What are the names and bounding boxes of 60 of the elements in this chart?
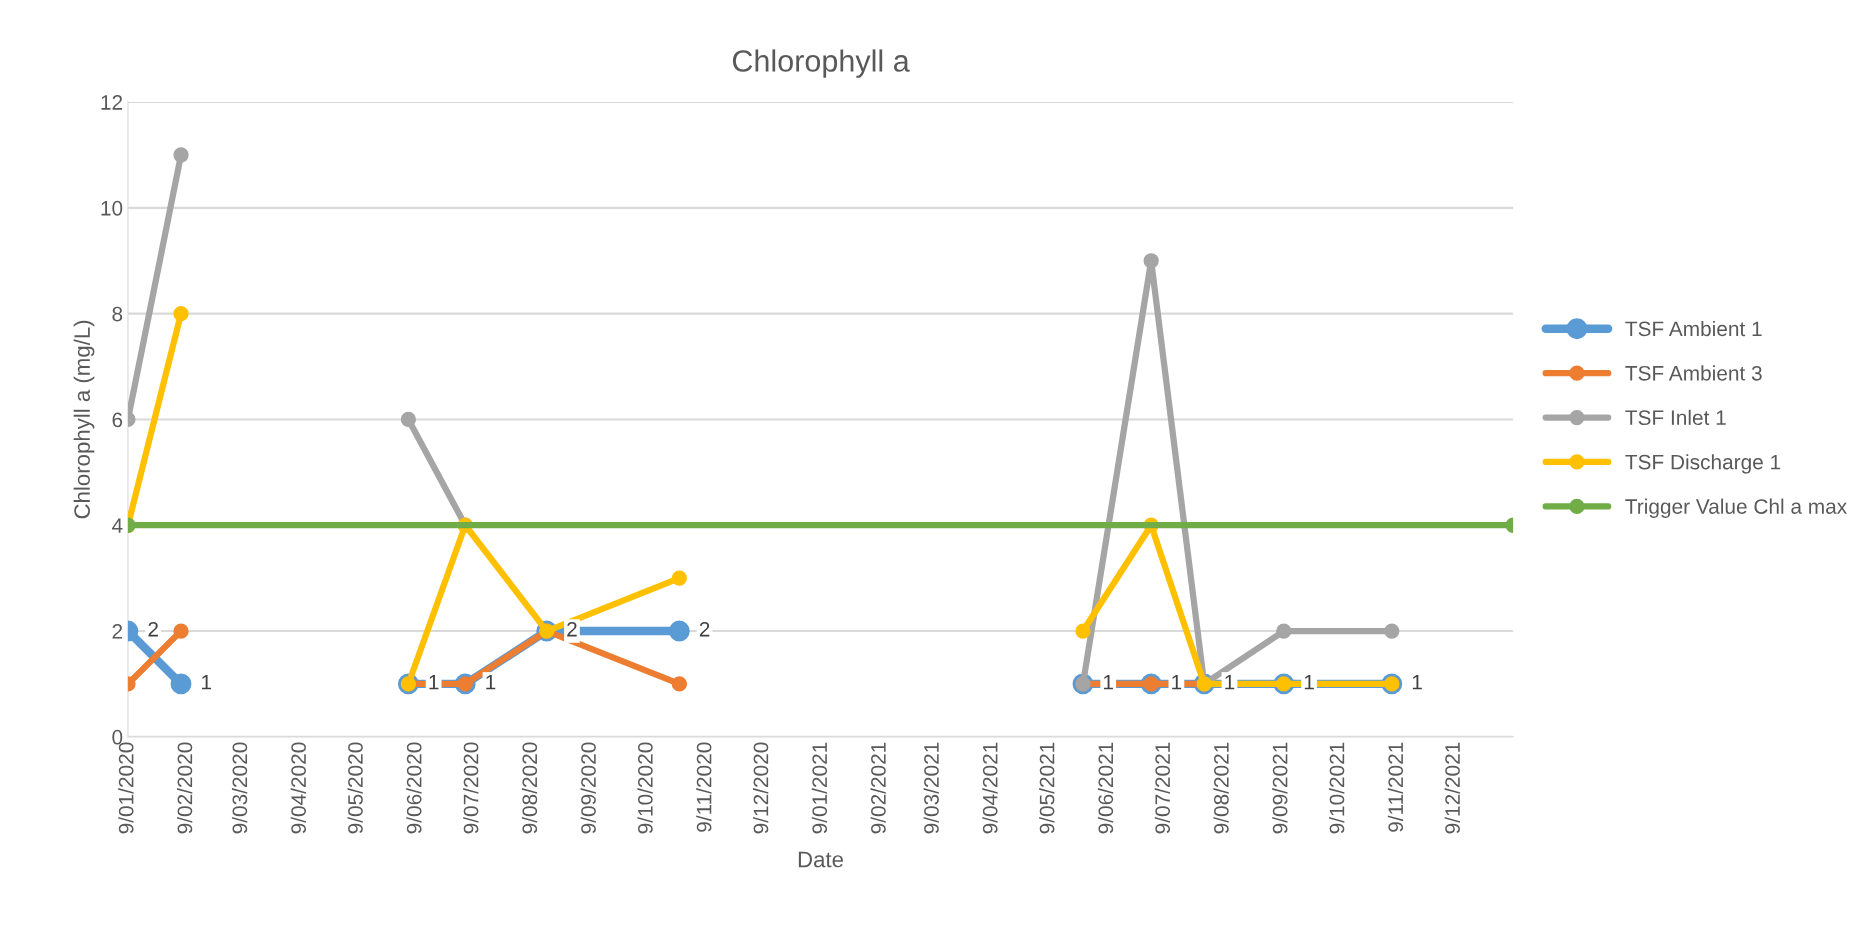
legend-label: TSF Ambient 3 <box>1625 365 1762 381</box>
x-tick-label: 9/03/2021 <box>923 742 939 834</box>
point <box>671 676 687 692</box>
x-tick-label: 9/09/2020 <box>580 742 596 834</box>
x-tick-label: 9/02/2020 <box>176 742 193 834</box>
data-label: 1 <box>1172 674 1182 690</box>
x-tick-label: 9/12/2021 <box>1444 742 1460 834</box>
y-tick-label: 10 <box>101 200 123 216</box>
point <box>1384 623 1400 639</box>
legend-label: TSF Inlet 1 <box>1625 409 1726 426</box>
point <box>400 411 417 428</box>
data-label: 1 <box>1103 674 1113 690</box>
legend-label: Trigger Value Chl a max <box>1625 498 1847 519</box>
point <box>1075 623 1091 639</box>
data-label: 1 <box>1304 674 1314 690</box>
x-tick-label: 9/05/2020 <box>347 742 363 834</box>
x-tick-label: 9/06/2021 <box>1097 742 1114 834</box>
data-label: 1 <box>202 674 212 690</box>
x-tick-label: 9/05/2021 <box>1039 742 1055 834</box>
data-label: 2 <box>148 621 158 637</box>
x-tick-label: 9/06/2020 <box>406 742 422 834</box>
x-tick-label: 9/01/2021 <box>811 742 828 834</box>
data-label: 1 <box>1225 674 1235 690</box>
x-tick-label: 9/11/2021 <box>1387 742 1404 832</box>
point <box>173 306 189 322</box>
x-axis-title: Date <box>798 851 843 868</box>
data-label: 2 <box>699 621 710 637</box>
legend-label: TSF Discharge 1 <box>1625 454 1781 474</box>
point <box>671 570 687 586</box>
y-axis-title: Chlorophyll a (mg/L) <box>73 320 95 519</box>
x-tick-label: 9/07/2020 <box>463 742 479 834</box>
y-tick-label: 2 <box>112 624 123 639</box>
x-tick-label: 9/11/2020 <box>696 742 712 832</box>
data-label: 1 <box>429 674 439 690</box>
point <box>173 147 189 163</box>
x-tick-label: 9/09/2021 <box>1272 742 1288 834</box>
x-tick-label: 9/04/2021 <box>982 742 998 834</box>
data-label: 2 <box>567 621 577 637</box>
x-tick-label: 9/12/2020 <box>753 742 769 834</box>
chart-title: Chlorophyll a <box>732 49 910 78</box>
y-tick-label: 12 <box>101 95 123 110</box>
x-tick-label: 9/04/2020 <box>290 742 306 834</box>
point <box>668 620 690 642</box>
x-tick-label: 9/08/2020 <box>521 742 538 834</box>
x-tick-label: 9/03/2020 <box>231 742 248 834</box>
y-tick-label: 4 <box>111 518 123 533</box>
x-tick-label: 9/08/2021 <box>1213 742 1229 834</box>
data-label: 1 <box>1412 674 1422 690</box>
y-tick-label: 8 <box>112 306 123 322</box>
data-label: 1 <box>486 674 496 690</box>
y-tick-label: 6 <box>112 412 123 428</box>
x-tick-label: 9/10/2021 <box>1329 742 1345 834</box>
point <box>1276 623 1292 639</box>
point <box>1143 253 1159 269</box>
point <box>173 623 189 639</box>
point <box>170 673 192 695</box>
x-tick-label: 9/07/2021 <box>1154 742 1171 834</box>
x-tick-label: 9/02/2021 <box>870 742 886 834</box>
x-tick-label: 9/10/2020 <box>637 742 653 834</box>
legend-label: TSF Ambient 1 <box>1625 320 1762 337</box>
